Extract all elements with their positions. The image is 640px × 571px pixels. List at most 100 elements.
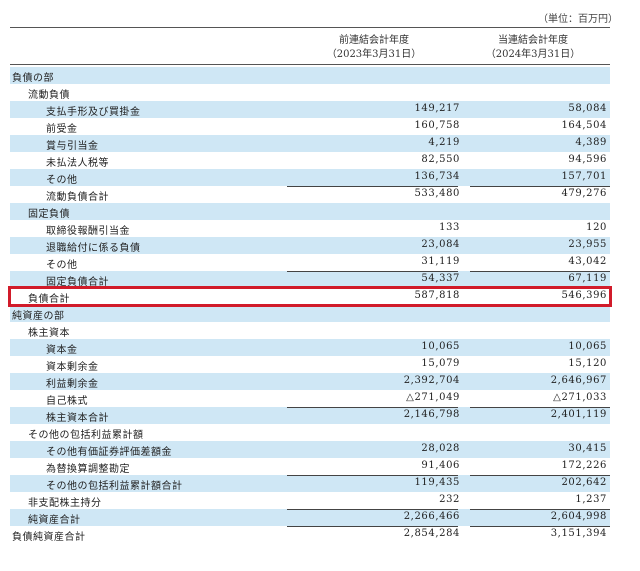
table-row: その他 31,119 43,042 <box>10 254 610 271</box>
row-label: 利益剰余金 <box>46 379 99 390</box>
table-row: 支払手形及び買掛金 149,217 58,084 <box>10 101 610 118</box>
subtotal-rule <box>287 271 458 272</box>
current-year-value: 94,596 <box>568 154 607 165</box>
header-top-rule <box>10 27 610 28</box>
row-label: 資本金 <box>46 345 78 356</box>
table-row: 未払法人税等 82,550 94,596 <box>10 152 610 169</box>
row-label: その他有価証券評価差額金 <box>46 447 172 458</box>
table-row: 負債の部 <box>10 67 610 84</box>
table-row: 退職給付に係る負債 23,084 23,955 <box>10 237 610 254</box>
column-header-current-title: 当連結会計年度 <box>498 35 568 46</box>
row-label: 前受金 <box>46 124 78 135</box>
column-header-previous-title: 前連結会計年度 <box>339 35 409 46</box>
current-year-value: 67,119 <box>568 273 607 284</box>
previous-year-value: 2,854,284 <box>403 528 460 539</box>
previous-year-value: 119,435 <box>414 477 460 488</box>
row-label: その他の包括利益累計額合計 <box>46 481 183 492</box>
table-row: 非支配株主持分 232 1,237 <box>10 492 610 509</box>
row-label: 資本剰余金 <box>46 362 99 373</box>
table-row: 取締役報酬引当金 133 120 <box>10 220 610 237</box>
table-row: 資本金 10,065 10,065 <box>10 339 610 356</box>
previous-year-value: 28,028 <box>421 443 460 454</box>
subtotal-rule <box>287 475 458 476</box>
column-header-current-year: 当連結会計年度 （2024年3月31日） <box>458 34 608 62</box>
row-label: その他 <box>46 260 78 271</box>
previous-year-value: 15,079 <box>421 358 460 369</box>
previous-year-value: 82,550 <box>421 154 460 165</box>
previous-year-value: 2,146,798 <box>403 409 460 420</box>
row-label: 自己株式 <box>46 396 88 407</box>
previous-year-value: 160,758 <box>414 120 460 131</box>
table-row: その他 136,734 157,701 <box>10 169 610 186</box>
current-year-value: 23,955 <box>568 239 607 250</box>
header-bottom-rule <box>10 64 610 65</box>
current-year-value: 120 <box>586 222 607 233</box>
current-year-value: 2,646,967 <box>550 375 607 386</box>
current-year-value: 202,642 <box>561 477 607 488</box>
current-year-value: 479,276 <box>561 188 607 199</box>
row-label: 固定負債 <box>28 209 70 220</box>
row-label: 株主資本合計 <box>46 413 109 424</box>
subtotal-rule <box>470 526 610 527</box>
current-year-value: 30,415 <box>568 443 607 454</box>
row-label: 為替換算調整勘定 <box>46 464 130 475</box>
row-label: 純資産の部 <box>12 311 65 322</box>
previous-year-value: 10,065 <box>421 341 460 352</box>
row-label: 固定負債合計 <box>46 277 109 288</box>
row-label: 流動負債 <box>28 90 70 101</box>
current-year-value: 172,226 <box>561 460 607 471</box>
current-year-value: 1,237 <box>575 494 607 505</box>
previous-year-value: 31,119 <box>421 256 460 267</box>
subtotal-rule <box>287 526 458 527</box>
row-label: 未払法人税等 <box>46 158 109 169</box>
table-row: 資本剰余金 15,079 15,120 <box>10 356 610 373</box>
table-row: 流動負債合計 533,480 479,276 <box>10 186 610 203</box>
subtotal-rule <box>287 509 458 510</box>
unit-label: （単位：百万円） <box>538 14 618 25</box>
table-row: その他有価証券評価差額金 28,028 30,415 <box>10 441 610 458</box>
column-header-previous-date: （2023年3月31日） <box>326 49 422 60</box>
table-row: 為替換算調整勘定 91,406 172,226 <box>10 458 610 475</box>
row-label: 流動負債合計 <box>46 192 109 203</box>
previous-year-value: 232 <box>439 494 460 505</box>
table-row: 流動負債 <box>10 84 610 101</box>
table-row: 固定負債合計 54,337 67,119 <box>10 271 610 288</box>
previous-year-value: 2,266,466 <box>403 511 460 522</box>
current-year-value: 546,396 <box>561 290 607 301</box>
current-year-value: 58,084 <box>568 103 607 114</box>
subtotal-rule <box>470 475 610 476</box>
table-row: その他の包括利益累計額 <box>10 424 610 441</box>
current-year-value: 43,042 <box>568 256 607 267</box>
current-year-value: 4,389 <box>575 137 607 148</box>
previous-year-value: 533,480 <box>414 188 460 199</box>
subtotal-rule <box>470 509 610 510</box>
table-row: 自己株式 △271,049 △271,033 <box>10 390 610 407</box>
previous-year-value: 587,818 <box>414 290 460 301</box>
current-year-value: 2,401,119 <box>550 409 607 420</box>
balance-sheet-table: 負債の部流動負債 支払手形及び買掛金 149,217 58,084 前受金 160,758… <box>10 67 610 543</box>
previous-year-value: 4,219 <box>428 137 460 148</box>
row-label: その他 <box>46 175 78 186</box>
current-year-value: 157,701 <box>561 171 607 182</box>
row-label: 退職給付に係る負債 <box>46 243 141 254</box>
previous-year-value: 136,734 <box>414 171 460 182</box>
subtotal-rule <box>470 186 610 187</box>
row-label: 支払手形及び買掛金 <box>46 107 141 118</box>
current-year-value: 15,120 <box>568 358 607 369</box>
column-header-current-date: （2024年3月31日） <box>485 49 581 60</box>
table-row: 負債純資産合計 2,854,284 3,151,394 <box>10 526 610 543</box>
subtotal-rule <box>287 186 458 187</box>
current-year-value: 2,604,998 <box>550 511 607 522</box>
row-label: 賞与引当金 <box>46 141 99 152</box>
row-label: 株主資本 <box>28 328 70 339</box>
previous-year-value: 133 <box>439 222 460 233</box>
row-label: その他の包括利益累計額 <box>28 430 144 441</box>
table-row: 純資産合計 2,266,466 2,604,998 <box>10 509 610 526</box>
row-label: 負債純資産合計 <box>12 532 86 543</box>
subtotal-rule <box>470 407 610 408</box>
current-year-value: 164,504 <box>561 120 607 131</box>
previous-year-value: 2,392,704 <box>403 375 460 386</box>
subtotal-rule <box>287 407 458 408</box>
previous-year-value: 54,337 <box>421 273 460 284</box>
row-label: 負債の部 <box>12 73 54 84</box>
